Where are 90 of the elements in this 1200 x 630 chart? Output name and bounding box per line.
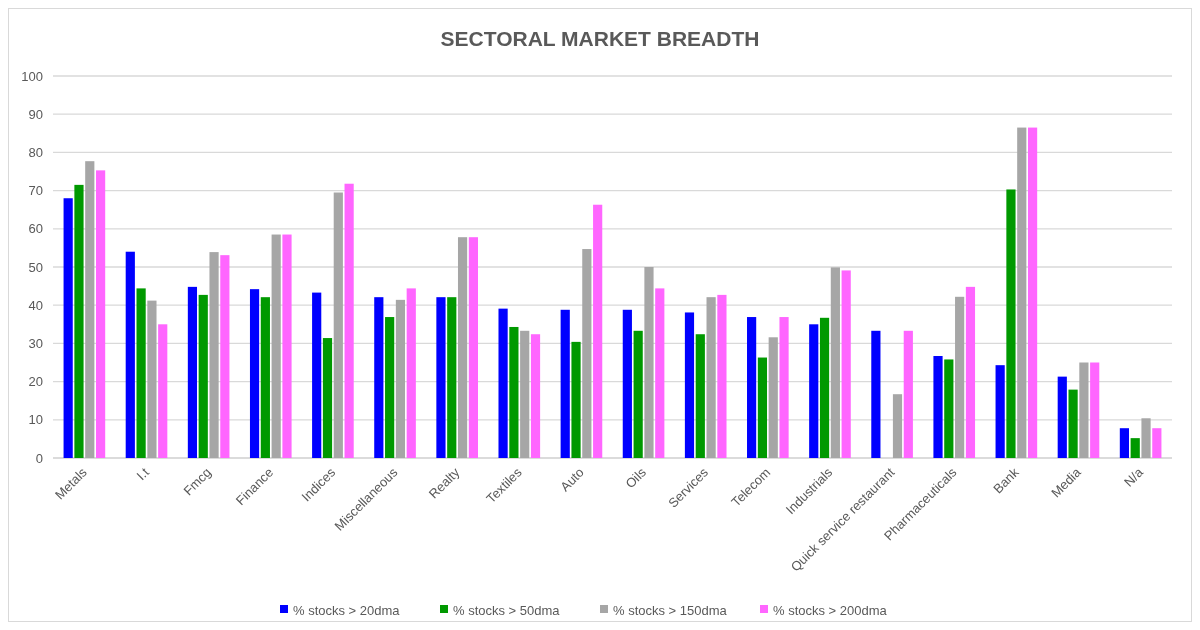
bar bbox=[509, 326, 519, 458]
legend-label: % stocks > 200dma bbox=[773, 602, 888, 618]
bar bbox=[1068, 389, 1078, 458]
y-tick-label: 90 bbox=[28, 106, 43, 122]
y-tick-label: 80 bbox=[28, 144, 43, 160]
bar bbox=[995, 365, 1005, 458]
bar bbox=[136, 288, 146, 458]
bar bbox=[187, 286, 198, 458]
bar bbox=[468, 237, 478, 458]
bar bbox=[85, 161, 95, 458]
bar bbox=[1057, 376, 1067, 458]
bar bbox=[809, 324, 819, 458]
bar bbox=[209, 252, 219, 458]
y-tick-label: 70 bbox=[28, 183, 43, 199]
bar bbox=[706, 297, 716, 458]
bar bbox=[944, 359, 954, 458]
bar bbox=[1130, 438, 1140, 458]
y-tick-label: 60 bbox=[28, 221, 43, 237]
bar bbox=[74, 184, 84, 458]
bar bbox=[1017, 127, 1027, 458]
bar bbox=[436, 297, 446, 458]
bar bbox=[530, 334, 541, 458]
bar bbox=[779, 317, 789, 458]
chart-title: SECTORAL MARKET BREADTH bbox=[440, 27, 760, 50]
y-tick-label: 40 bbox=[28, 297, 43, 313]
bar bbox=[498, 308, 508, 458]
bar bbox=[933, 356, 943, 458]
bar bbox=[695, 334, 705, 458]
y-tick-label: 30 bbox=[28, 335, 43, 351]
bar bbox=[1006, 189, 1016, 458]
bar bbox=[63, 198, 73, 458]
y-tick-label: 10 bbox=[28, 412, 43, 428]
bar bbox=[96, 170, 106, 458]
bar bbox=[220, 255, 230, 458]
bar bbox=[1027, 127, 1038, 458]
bar bbox=[955, 296, 965, 458]
bar bbox=[1119, 428, 1129, 458]
bar bbox=[582, 249, 592, 458]
bar bbox=[819, 317, 830, 458]
bar bbox=[871, 330, 881, 458]
bar bbox=[903, 330, 913, 458]
bar bbox=[158, 324, 168, 458]
bar bbox=[447, 297, 457, 458]
bar bbox=[644, 267, 654, 458]
bar bbox=[757, 357, 768, 458]
bar bbox=[385, 317, 395, 458]
bar bbox=[344, 183, 354, 458]
bar bbox=[560, 309, 570, 458]
bar bbox=[841, 270, 851, 458]
legend-label: % stocks > 150dma bbox=[613, 602, 728, 618]
bar bbox=[520, 330, 530, 458]
bar bbox=[282, 234, 292, 458]
bar bbox=[406, 288, 416, 458]
y-tick-label: 0 bbox=[35, 450, 43, 466]
bar bbox=[892, 394, 903, 458]
bar bbox=[333, 192, 343, 458]
x-tick-label: N/a bbox=[1121, 464, 1147, 490]
bar bbox=[125, 251, 135, 458]
bar bbox=[593, 204, 603, 458]
bar bbox=[457, 237, 468, 458]
bar bbox=[260, 297, 270, 458]
bar bbox=[249, 289, 260, 458]
bar bbox=[633, 330, 643, 458]
bar bbox=[374, 297, 384, 458]
bar bbox=[747, 317, 757, 458]
bar bbox=[684, 312, 695, 458]
y-tick-label: 50 bbox=[28, 259, 43, 275]
bar bbox=[322, 338, 333, 458]
bar bbox=[1152, 428, 1162, 458]
x-tick-label: I.t bbox=[133, 464, 153, 484]
bar bbox=[768, 337, 778, 458]
bar bbox=[717, 294, 727, 458]
bar bbox=[271, 234, 281, 458]
bar bbox=[1090, 362, 1100, 458]
bar bbox=[312, 292, 322, 458]
bar bbox=[198, 294, 208, 458]
bar bbox=[965, 286, 976, 458]
bar bbox=[395, 299, 406, 458]
x-tick-label: Oils bbox=[622, 464, 650, 492]
bar bbox=[1079, 362, 1089, 458]
bar bbox=[1141, 418, 1151, 458]
legend-label: % stocks > 50dma bbox=[453, 602, 561, 618]
legend-label: % stocks > 20dma bbox=[293, 602, 401, 618]
bar bbox=[571, 341, 581, 458]
bar bbox=[147, 300, 157, 458]
bar bbox=[622, 309, 632, 458]
y-tick-label: 20 bbox=[28, 374, 43, 390]
bar bbox=[655, 288, 665, 458]
bar bbox=[830, 267, 840, 458]
y-tick-label: 100 bbox=[21, 68, 43, 84]
